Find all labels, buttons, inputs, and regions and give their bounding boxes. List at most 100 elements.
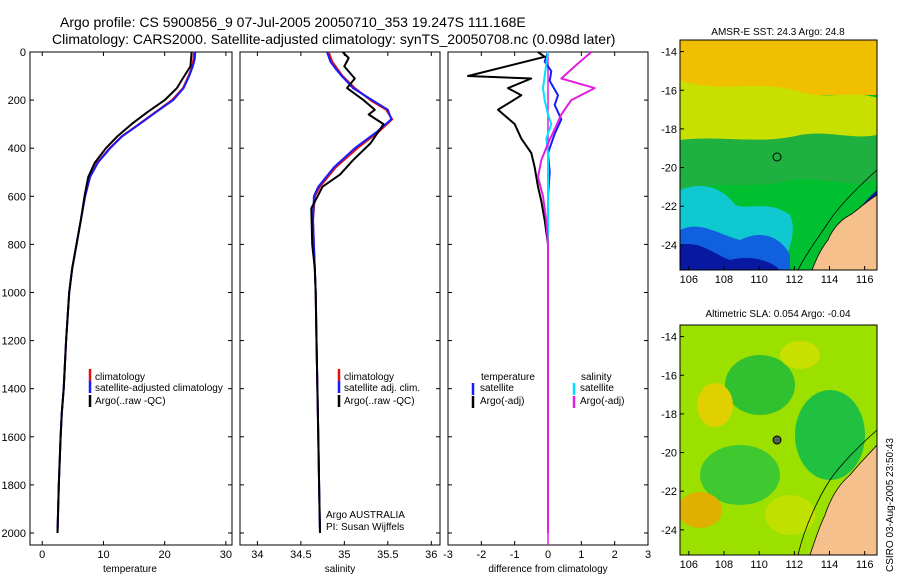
pi-label: PI: Susan Wijffels (326, 522, 404, 533)
y-tick-label: 800 (8, 239, 26, 251)
y-tick-label: 1400 (2, 384, 26, 396)
x-tick-label: 2 (612, 549, 618, 561)
map-y-tick-label: -14 (661, 332, 677, 344)
temperature-plot: 0 10 20 30 0 200 400 600 800 1000 1200 1400 1600 1800… (2, 47, 232, 561)
sla-axes: 106 108 110 112 114 116 -14 -16 -18 -20 -22 -24 (661, 332, 873, 571)
salinity-legend: climatology satellite adj. clim. Argo(..… (337, 369, 420, 407)
sla-isobath (797, 429, 877, 555)
series-line-salinity-satellite (542, 51, 553, 533)
map-y-tick-label: -18 (661, 124, 677, 136)
sla-map-frame (679, 324, 878, 556)
sla-yellow-patch (680, 492, 722, 528)
map-x-tick-label: 116 (856, 274, 874, 286)
sla-land (809, 444, 877, 555)
x-tick-label: 1 (578, 549, 584, 561)
x-tick-label: -1 (510, 549, 520, 561)
map-y-tick-label: -20 (661, 163, 677, 175)
y-tick-label: 1600 (2, 432, 26, 444)
timestamp-vertical: CSIRO 03-Aug-2005 23:50:43 (885, 438, 896, 572)
map-y-tick-label: -24 (661, 525, 677, 537)
sla-yellow-patch (697, 383, 733, 427)
legend-heading-salinity: salinity (581, 372, 612, 383)
sla-map (680, 325, 877, 555)
sla-yellow-patch (765, 495, 815, 535)
sst-yellow-zone (680, 80, 877, 148)
difference-xlabel: difference from climatology (488, 564, 607, 575)
salinity-xlabel: salinity (325, 564, 356, 575)
argo-country-label: Argo AUSTRALIA (326, 510, 405, 521)
map-y-tick-label: -16 (661, 85, 677, 97)
map-x-tick-label: 106 (680, 274, 698, 286)
x-tick-label: 0 (545, 549, 551, 561)
map-x-tick-label: 108 (715, 274, 733, 286)
map-x-tick-label: 106 (680, 559, 698, 571)
map-x-tick-label: 110 (750, 559, 768, 571)
sla-argo-marker (772, 435, 782, 445)
sst-argo-marker (772, 152, 782, 162)
sst-deep-cold (680, 243, 780, 270)
difference-legend: temperature satellite Argo(-adj) salinit… (471, 372, 624, 408)
legend-heading-temperature: temperature (481, 372, 535, 383)
x-tick-label: 3 (645, 549, 651, 561)
sst-map-frame (679, 39, 878, 271)
map-x-tick-label: 112 (786, 274, 804, 286)
y-tick-label: 0 (20, 47, 26, 59)
legend-label-satellite: satellite adj. clim. (344, 383, 420, 394)
sst-axes: 106 108 110 112 114 116 -14 -16 -18 -20 -22 -24 (661, 47, 873, 286)
map-x-tick-label: 114 (821, 274, 839, 286)
legend-label-argo: Argo(..raw -QC) (95, 396, 166, 407)
y-tick-label: 2000 (2, 528, 26, 540)
y-tick-label: 400 (8, 143, 26, 155)
map-y-tick-label: -20 (661, 448, 677, 460)
sla-green-patch (700, 445, 780, 505)
legend-label-satellite: satellite-adjusted climatology (95, 383, 223, 394)
sst-map (680, 40, 877, 270)
series-line-argo-raw-qc- (310, 51, 385, 534)
temperature-xlabel: temperature (103, 564, 157, 575)
map-y-tick-label: -18 (661, 409, 677, 421)
x-tick-label: -2 (476, 549, 486, 561)
series-line-temperature-argo-adj- (467, 51, 549, 533)
x-tick-label: 10 (97, 549, 109, 561)
legend-label-temp-satellite: satellite (480, 383, 514, 394)
sla-green-patch (725, 355, 795, 415)
map-x-tick-label: 112 (786, 559, 804, 571)
series-line-argo-raw-qc- (56, 51, 193, 534)
legend-label-temp-argo: Argo(-adj) (480, 396, 524, 407)
x-tick-label: 34.5 (290, 549, 311, 561)
legend-label-argo: Argo(..raw -QC) (344, 396, 415, 407)
temperature-legend: climatology satellite-adjusted climatolo… (88, 369, 223, 407)
x-tick-label: 30 (220, 549, 232, 561)
temperature-panel-frame (29, 51, 233, 546)
legend-label-climatology: climatology (95, 372, 145, 383)
sst-map-title: AMSR-E SST: 24.3 Argo: 24.8 (711, 27, 845, 38)
title-line-2: Climatology: CARS2000. Satellite-adjuste… (52, 31, 615, 47)
legend-label-sal-satellite: satellite (580, 383, 614, 394)
map-x-tick-label: 116 (856, 559, 874, 571)
sst-isobath (797, 169, 877, 270)
x-tick-label: 35.5 (377, 549, 398, 561)
x-tick-label: 0 (39, 549, 45, 561)
sla-green-patch (795, 390, 865, 480)
salinity-plot: 34 34.5 35 35.5 36 (240, 51, 440, 561)
sst-green-zone (680, 133, 877, 190)
y-tick-label: 600 (8, 191, 26, 203)
map-y-tick-label: -24 (661, 240, 677, 252)
map-y-tick-label: -14 (661, 47, 677, 59)
y-tick-label: 1800 (2, 480, 26, 492)
map-x-tick-label: 108 (715, 559, 733, 571)
map-x-tick-label: 114 (821, 559, 839, 571)
title-line-1: Argo profile: CS 5900856_9 07-Jul-2005 2… (60, 14, 526, 30)
x-tick-label: 34 (251, 549, 263, 561)
series-line-salinity-argo-adj- (537, 51, 596, 533)
map-y-tick-label: -22 (661, 201, 677, 213)
legend-label-climatology: climatology (344, 372, 394, 383)
x-tick-label: 20 (159, 549, 171, 561)
y-tick-label: 200 (8, 95, 26, 107)
map-y-tick-label: -16 (661, 370, 677, 382)
x-tick-label: 35 (338, 549, 350, 561)
y-tick-label: 1000 (2, 287, 26, 299)
map-x-tick-label: 110 (750, 274, 768, 286)
legend-label-sal-argo: Argo(-adj) (580, 396, 624, 407)
